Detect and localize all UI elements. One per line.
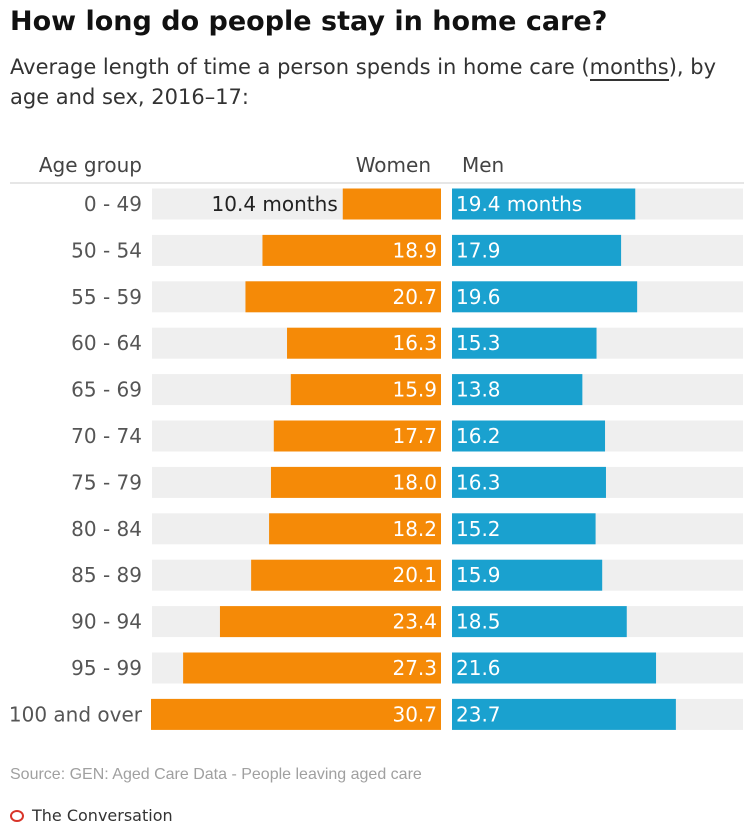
data-label-men: 16.3	[456, 470, 501, 494]
bar-women	[342, 188, 441, 220]
bar-women	[245, 281, 441, 313]
data-label-women: 20.7	[392, 285, 437, 309]
data-label-women: 30.7	[392, 702, 437, 726]
tick-label: 95 - 99	[71, 656, 142, 680]
bar-men	[452, 327, 597, 359]
bar-women	[151, 698, 441, 730]
bar-men	[452, 606, 627, 638]
tick-label: 70 - 74	[71, 424, 142, 448]
data-label-women: 15.9	[392, 378, 437, 402]
bar-men	[452, 513, 596, 545]
tick-label: 90 - 94	[71, 610, 142, 634]
legend-men: Men	[462, 153, 504, 177]
subtitle-text-start: Average length of time a person spends i…	[10, 55, 590, 79]
tick-label: 0 - 49	[84, 192, 142, 216]
data-label-men: 17.9	[456, 238, 501, 262]
tick-label: 55 - 59	[71, 285, 142, 309]
data-label-men: 19.6	[456, 285, 501, 309]
bar-women	[269, 513, 441, 545]
data-label-women: 18.2	[392, 517, 437, 541]
tick-label: 50 - 54	[71, 238, 142, 262]
bar-women	[251, 559, 441, 591]
bar-men	[452, 234, 622, 266]
tick-label: 75 - 79	[71, 470, 142, 494]
bar-women	[270, 466, 441, 498]
data-label-women: 18.0	[392, 470, 437, 494]
data-label-women: 17.7	[392, 424, 437, 448]
bar-women	[219, 606, 441, 638]
bar-men	[452, 466, 606, 498]
tick-label: 65 - 69	[71, 378, 142, 402]
data-label-men: 23.7	[456, 702, 501, 726]
data-label-women: 27.3	[392, 656, 437, 680]
data-label-women: 18.9	[392, 238, 437, 262]
bar-men	[452, 698, 676, 730]
bar-men	[452, 559, 603, 591]
data-label-men: 15.9	[456, 563, 501, 587]
legend-women: Women	[356, 153, 431, 177]
tick-label: 80 - 84	[71, 517, 142, 541]
subtitle-unit-link[interactable]: months	[589, 55, 669, 81]
data-label-women: 10.4 months	[212, 192, 338, 216]
category-header: Age group	[39, 153, 142, 177]
data-label-men: 19.4 months	[456, 192, 582, 216]
tick-label: 100 and over	[9, 702, 143, 726]
conversation-logo-icon	[10, 809, 24, 822]
data-label-men: 21.6	[456, 656, 501, 680]
bar-women	[183, 652, 442, 684]
data-label-men: 16.2	[456, 424, 501, 448]
back-to-back-bar-chart: Age group Women Men 0 - 49 10.4 months 19.4 m…	[9, 153, 744, 730]
data-label-women: 16.3	[392, 331, 437, 355]
bar-women	[287, 327, 441, 359]
bar-men	[452, 188, 636, 220]
brand[interactable]: The Conversation	[10, 806, 173, 825]
data-label-women: 23.4	[392, 610, 437, 634]
chart-title: How long do people stay in home care?	[10, 6, 608, 37]
bar-men	[452, 281, 638, 313]
bar-women	[262, 234, 441, 266]
data-label-men: 13.8	[456, 378, 501, 402]
bar-women	[273, 420, 441, 452]
source-note: Source: GEN: Aged Care Data - People lea…	[10, 766, 422, 783]
data-label-women: 20.1	[392, 563, 437, 587]
data-label-men: 15.2	[456, 517, 501, 541]
tick-label: 85 - 89	[71, 563, 142, 587]
bar-men	[452, 374, 583, 406]
chart-subtitle: Average length of time a person spends i…	[10, 52, 750, 112]
bar-women	[290, 374, 441, 406]
bar-men	[452, 652, 657, 684]
subtitle-text-end: ), by age and sex, 2016–17:	[10, 55, 717, 109]
bar-men	[452, 420, 606, 452]
data-label-men: 15.3	[456, 331, 501, 355]
brand-name: The Conversation	[32, 806, 173, 825]
tick-label: 60 - 64	[71, 331, 142, 355]
data-label-men: 18.5	[456, 610, 501, 634]
